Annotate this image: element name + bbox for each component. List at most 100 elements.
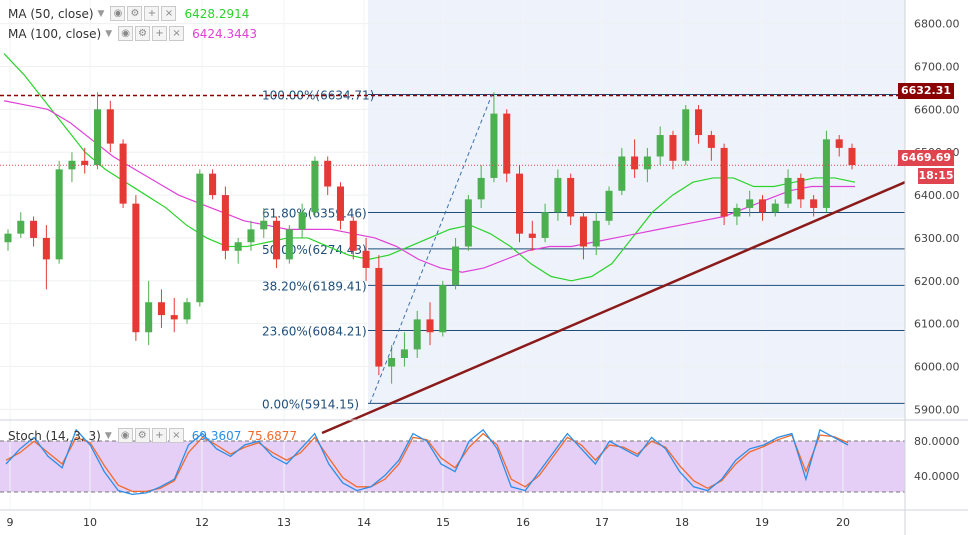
- candle-body: [42, 237, 50, 260]
- candle-body: [221, 195, 229, 251]
- gear-icon[interactable]: ⚙: [127, 6, 143, 21]
- chevron-down-icon[interactable]: ▼: [97, 8, 105, 19]
- y-tick-label: 6300.00: [914, 232, 960, 245]
- candle-body: [771, 203, 779, 213]
- ma50-value: 6428.2914: [184, 6, 250, 21]
- chevron-down-icon[interactable]: ▼: [104, 430, 112, 441]
- stoch-tick-label: 80.0000: [914, 435, 960, 448]
- stoch-tick-label: 40.0000: [914, 470, 960, 483]
- x-tick-label: 14: [357, 516, 371, 529]
- candle-body: [4, 233, 12, 243]
- x-tick-label: 12: [195, 516, 209, 529]
- candle-body: [810, 199, 818, 208]
- candle-body: [669, 135, 677, 161]
- candle-body: [682, 109, 690, 161]
- candle-body: [247, 229, 255, 243]
- ma100-line: [3, 100, 855, 273]
- candle-body: [209, 173, 217, 196]
- candle-body: [848, 147, 856, 166]
- y-tick-label: 6700.00: [914, 60, 960, 73]
- candle-body: [579, 216, 587, 247]
- moving-averages: [3, 53, 856, 282]
- ascending-trendline: [321, 181, 906, 435]
- candle-body: [554, 177, 562, 213]
- countdown-label: 18:15: [918, 168, 954, 184]
- candles: [4, 92, 856, 384]
- fib-label: 38.20%(6189.41): [262, 279, 367, 293]
- resistance-price-label: 6632.31: [898, 83, 954, 99]
- plus-icon[interactable]: +: [151, 428, 167, 443]
- candle-body: [388, 357, 396, 367]
- x-tick-label: 13: [277, 516, 291, 529]
- ma100-value: 6424.3443: [192, 26, 258, 41]
- stochastic-panel: [0, 428, 905, 496]
- candle-body: [234, 242, 242, 251]
- candle-body: [324, 160, 332, 187]
- selection-range-shade: [368, 0, 905, 418]
- y-tick-label: 6400.00: [914, 189, 960, 202]
- candle-body: [567, 177, 575, 217]
- candle-body: [81, 160, 89, 166]
- candle-body: [55, 169, 63, 260]
- candle-body: [273, 220, 281, 260]
- chevron-down-icon[interactable]: ▼: [105, 28, 113, 39]
- candle-body: [157, 302, 165, 316]
- y-tick-label: 5900.00: [914, 403, 960, 416]
- y-tick-label: 6100.00: [914, 318, 960, 331]
- candle-body: [30, 220, 38, 238]
- close-icon[interactable]: ×: [161, 6, 177, 21]
- candle-body: [733, 207, 741, 217]
- candle-body: [797, 177, 805, 200]
- candle-body: [170, 315, 178, 320]
- candle-body: [541, 212, 549, 238]
- current-price-label: 6469.69: [898, 150, 954, 166]
- candle-body: [835, 139, 843, 148]
- candle-body: [68, 160, 76, 170]
- close-icon[interactable]: ×: [169, 26, 185, 41]
- close-icon[interactable]: ×: [168, 428, 184, 443]
- candle-body: [746, 199, 754, 208]
- x-tick-label: 10: [83, 516, 97, 529]
- plus-icon[interactable]: +: [152, 26, 168, 41]
- ma50-line: [3, 53, 856, 282]
- y-tick-label: 6000.00: [914, 361, 960, 374]
- candle-body: [17, 220, 25, 234]
- plus-icon[interactable]: +: [144, 6, 160, 21]
- eye-icon[interactable]: ◉: [110, 6, 126, 21]
- stoch-d-value: 75.6877: [247, 428, 298, 443]
- eye-icon[interactable]: ◉: [118, 26, 134, 41]
- candle-body: [311, 160, 319, 213]
- candle-body: [528, 233, 536, 238]
- candle-body: [260, 220, 268, 230]
- candle-body: [490, 113, 498, 178]
- candle-body: [285, 229, 293, 260]
- candle-body: [503, 113, 511, 174]
- candle-body: [196, 173, 204, 303]
- ma50-legend: MA (50, close) ▼ ◉ ⚙ + × 6428.2914: [8, 6, 249, 21]
- candle-body: [426, 319, 434, 333]
- candle-body: [758, 199, 767, 213]
- candle-body: [464, 199, 472, 247]
- candle-body: [477, 177, 485, 200]
- ma100-label: MA (100, close): [8, 26, 102, 41]
- gear-icon[interactable]: ⚙: [134, 428, 150, 443]
- gear-icon[interactable]: ⚙: [135, 26, 151, 41]
- stoch-k-value: 69.3607: [191, 428, 242, 443]
- candle-body: [707, 135, 715, 148]
- candle-body: [643, 156, 651, 170]
- x-tick-label: 15: [436, 516, 450, 529]
- candle-body: [349, 220, 357, 251]
- eye-icon[interactable]: ◉: [117, 428, 133, 443]
- x-tick-label: 17: [595, 516, 609, 529]
- fibonacci-levels: 100.00%(6634.71)61.80%(6359.46)50.00%(62…: [262, 88, 905, 411]
- candle-body: [656, 135, 664, 157]
- stoch-label: Stoch (14, 3, 3): [8, 428, 101, 443]
- candle-body: [183, 302, 191, 320]
- x-tick-label: 16: [516, 516, 530, 529]
- stoch-legend: Stoch (14, 3, 3) ▼ ◉ ⚙ + × 69.3607 75.68…: [8, 428, 297, 443]
- ma100-legend: MA (100, close) ▼ ◉ ⚙ + × 6424.3443: [8, 26, 257, 41]
- stoch-k-line: [5, 428, 849, 496]
- candle-body: [592, 220, 600, 247]
